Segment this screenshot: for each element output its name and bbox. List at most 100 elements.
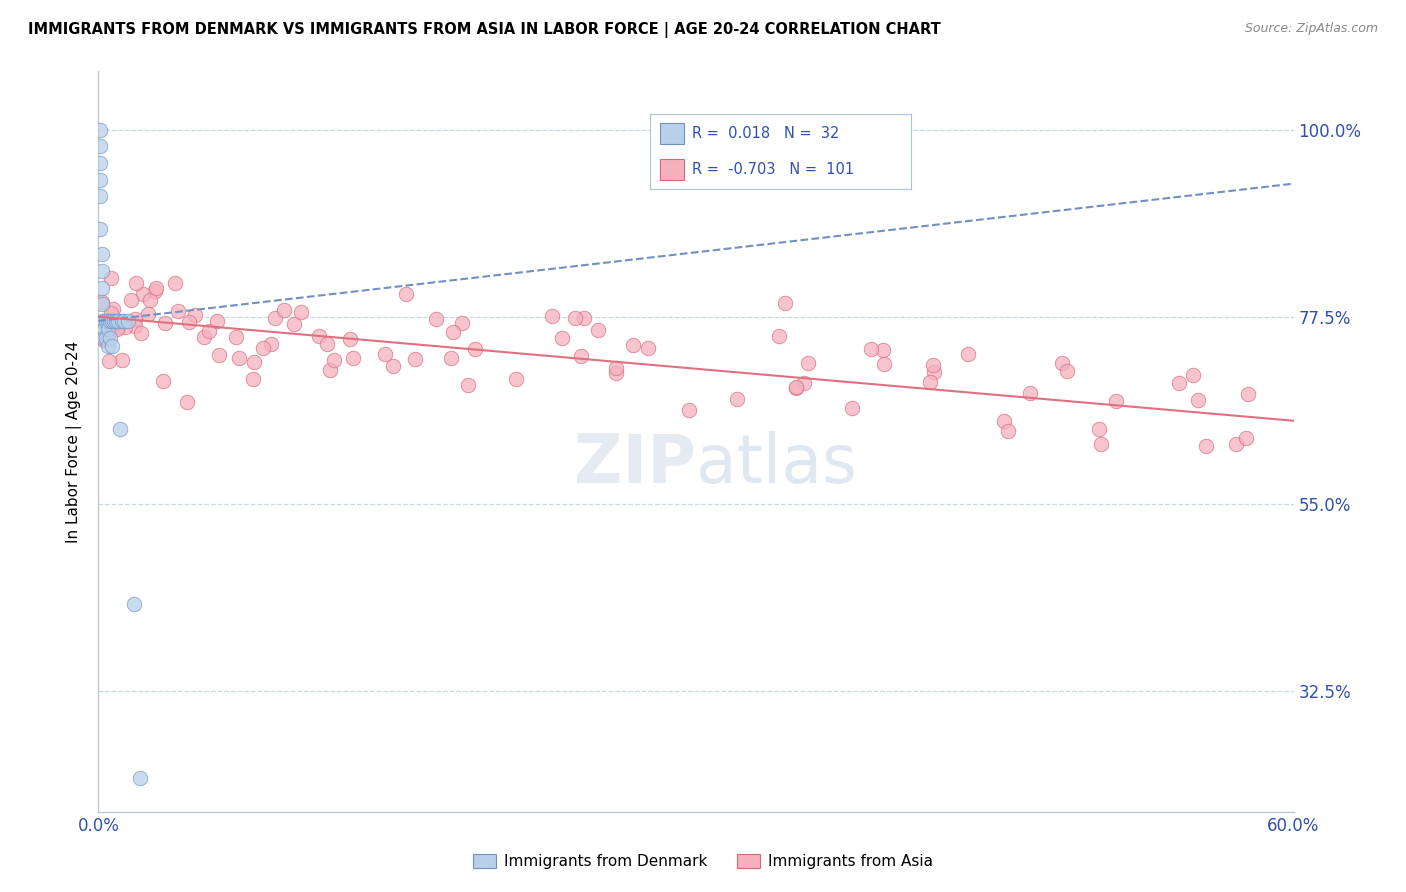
Point (124, 312, 146, 326)
Point (167, 303, 190, 318)
Point (540, 309, 562, 323)
Point (440, 351, 463, 365)
Point (93, 330, 115, 344)
Point (100, 306, 122, 320)
Point (586, 323, 609, 337)
Text: ZIP: ZIP (574, 431, 696, 497)
Point (1181, 368, 1204, 382)
Point (205, 314, 228, 328)
Point (290, 305, 312, 319)
Point (125, 276, 148, 290)
Point (89, 172, 111, 186)
Point (785, 381, 807, 395)
Point (872, 343, 894, 358)
Point (873, 357, 896, 371)
Point (395, 286, 418, 301)
Point (225, 330, 247, 344)
Point (111, 353, 134, 368)
Point (1237, 387, 1260, 401)
Text: IMMIGRANTS FROM DENMARK VS IMMIGRANTS FROM ASIA IN LABOR FORCE | AGE 20-24 CORRE: IMMIGRANTS FROM DENMARK VS IMMIGRANTS FR… (28, 22, 941, 38)
Point (91, 314, 114, 328)
Point (117, 314, 139, 328)
Point (605, 360, 627, 375)
Point (139, 293, 162, 307)
Point (91, 297, 114, 311)
Point (96, 314, 118, 328)
Point (93, 314, 115, 328)
Point (1168, 376, 1191, 391)
Point (319, 363, 342, 377)
Point (152, 374, 174, 388)
Point (374, 347, 396, 361)
Point (308, 329, 330, 343)
Point (101, 314, 124, 328)
Bar (661, 123, 683, 145)
Point (273, 303, 295, 318)
Point (1088, 422, 1111, 436)
Point (1195, 439, 1218, 453)
Point (1018, 385, 1040, 400)
Point (120, 293, 142, 307)
Point (323, 352, 346, 367)
Point (451, 316, 474, 330)
Point (1234, 432, 1257, 446)
Point (993, 414, 1015, 428)
Point (457, 377, 479, 392)
Point (101, 339, 124, 353)
Point (441, 325, 464, 339)
Point (381, 359, 404, 373)
Point (1187, 393, 1209, 408)
Point (997, 425, 1019, 439)
Point (243, 354, 266, 368)
Point (183, 308, 205, 322)
Point (859, 342, 882, 356)
Bar (661, 160, 683, 180)
Point (922, 358, 945, 372)
Text: Source: ZipAtlas.com: Source: ZipAtlas.com (1244, 22, 1378, 36)
Point (342, 351, 364, 365)
Point (131, 326, 153, 340)
Point (768, 329, 790, 343)
Point (111, 314, 134, 328)
Point (97, 314, 120, 328)
Point (131, 287, 153, 301)
Point (89, 139, 111, 153)
Point (315, 337, 337, 351)
Point (124, 597, 146, 611)
Point (283, 317, 305, 331)
Point (564, 310, 586, 325)
Point (425, 312, 447, 326)
Point (569, 350, 592, 364)
Point (107, 314, 129, 328)
Point (1090, 437, 1112, 451)
Point (97, 319, 120, 334)
Point (404, 351, 426, 366)
Point (89, 156, 111, 170)
Point (678, 403, 700, 417)
Point (110, 422, 132, 436)
Point (101, 301, 124, 316)
Y-axis label: In Labor Force | Age 20-24: In Labor Force | Age 20-24 (66, 341, 83, 542)
Point (98, 326, 121, 341)
Point (90, 295, 112, 310)
Point (1050, 356, 1073, 370)
Text: R =  0.018   N =  32: R = 0.018 N = 32 (692, 126, 839, 141)
Point (138, 307, 160, 321)
Point (143, 285, 166, 299)
Point (165, 276, 187, 290)
Point (105, 314, 128, 328)
Point (97, 322, 120, 336)
Point (112, 314, 135, 328)
Point (918, 376, 941, 390)
Point (124, 319, 146, 334)
Point (91, 280, 114, 294)
Point (98, 314, 122, 328)
Point (621, 338, 644, 352)
Point (105, 322, 128, 336)
Point (796, 356, 818, 370)
Point (957, 347, 980, 361)
Point (91, 264, 114, 278)
Point (1105, 394, 1128, 409)
Point (100, 271, 122, 285)
Point (551, 331, 574, 345)
